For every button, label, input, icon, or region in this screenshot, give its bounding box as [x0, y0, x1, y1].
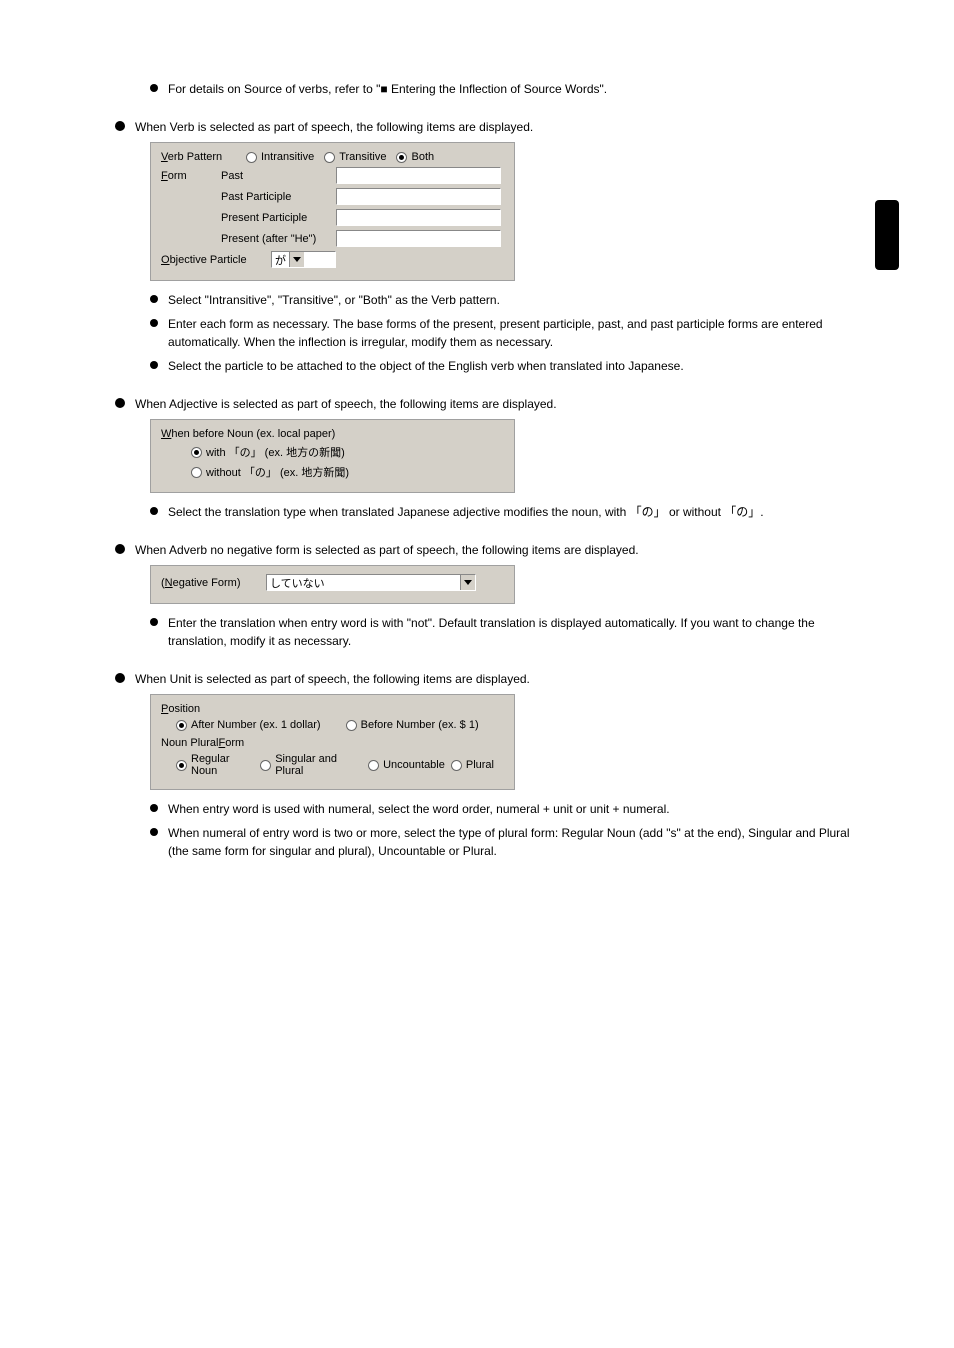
radio-regular-noun[interactable]: Regular Noun: [176, 753, 254, 777]
bullet-dot: [150, 507, 158, 515]
bullet-text: Select the particle to be attached to th…: [168, 357, 684, 375]
bullet-dot: [115, 121, 125, 131]
position-label: Position: [161, 703, 504, 715]
negative-form-label: (Negative Form): [161, 577, 266, 589]
radio-transitive[interactable]: Transitive: [324, 151, 386, 163]
bullet-text: When Unit is selected as part of speech,…: [135, 670, 530, 688]
negative-panel: (Negative Form) していない: [150, 565, 515, 604]
past-input[interactable]: [336, 167, 501, 184]
objective-particle-select[interactable]: が: [271, 251, 336, 268]
radio-both[interactable]: Both: [396, 151, 434, 163]
thumb-tab: [875, 200, 899, 270]
present-participle-input[interactable]: [336, 209, 501, 226]
dropdown-arrow-icon: [460, 575, 475, 590]
page-content: For details on Source of verbs, refer to…: [0, 0, 954, 906]
radio-before-number[interactable]: Before Number (ex. $ 1): [346, 719, 479, 731]
bullet-text: Enter the translation when entry word is…: [168, 614, 854, 650]
bullet-text: When numeral of entry word is two or mor…: [168, 824, 854, 860]
radio-after-number[interactable]: After Number (ex. 1 dollar): [176, 719, 321, 731]
bullet-dot: [115, 544, 125, 554]
objective-particle-label: Objective Particle: [161, 254, 271, 266]
bullet-text: Select the translation type when transla…: [168, 503, 764, 521]
bullet-dot: [150, 361, 158, 369]
bullet-text: For details on Source of verbs, refer to…: [168, 80, 607, 98]
plural-form-label: Noun Plural Form: [161, 737, 504, 749]
unit-panel: Position After Number (ex. 1 dollar) Bef…: [150, 694, 515, 790]
radio-singular-plural[interactable]: Singular and Plural: [260, 753, 362, 777]
radio-intransitive[interactable]: Intransitive: [246, 151, 314, 163]
radio-plural[interactable]: Plural: [451, 759, 494, 771]
form-label: Form: [161, 170, 221, 182]
bullet-dot: [150, 804, 158, 812]
bullet-text: When entry word is used with numeral, se…: [168, 800, 670, 818]
bullet-dot: [150, 295, 158, 303]
form-prespart-label: Present Participle: [221, 212, 336, 224]
verb-panel: Verb Pattern Intransitive Transitive Bot…: [150, 142, 515, 281]
adjective-panel: When before Noun (ex. local paper) with …: [150, 419, 515, 493]
negative-form-select[interactable]: していない: [266, 574, 476, 591]
past-participle-input[interactable]: [336, 188, 501, 205]
form-pastpart-label: Past Participle: [221, 191, 336, 203]
verb-pattern-label: Verb Pattern: [161, 151, 246, 163]
bullet-dot: [150, 618, 158, 626]
dropdown-arrow-icon: [289, 252, 304, 267]
bullet-dot: [150, 319, 158, 327]
radio-without-no[interactable]: without 「の」 (ex. 地方新聞): [191, 464, 349, 480]
form-presenthe-label: Present (after "He"): [221, 233, 336, 245]
radio-with-no[interactable]: with 「の」 (ex. 地方の新聞): [191, 444, 345, 460]
bullet-dot: [115, 398, 125, 408]
bullet-text: When Verb is selected as part of speech,…: [135, 118, 533, 136]
bullet-dot: [115, 673, 125, 683]
adj-title: When before Noun (ex. local paper): [161, 428, 504, 440]
bullet-dot: [150, 84, 158, 92]
radio-uncountable[interactable]: Uncountable: [368, 759, 445, 771]
bullet-text: When Adverb no negative form is selected…: [135, 541, 639, 559]
bullet-dot: [150, 828, 158, 836]
bullet-text: When Adjective is selected as part of sp…: [135, 395, 557, 413]
form-past-label: Past: [221, 170, 336, 182]
bullet-text: Select "Intransitive", "Transitive", or …: [168, 291, 500, 309]
present-he-input[interactable]: [336, 230, 501, 247]
bullet-text: Enter each form as necessary. The base f…: [168, 315, 854, 351]
